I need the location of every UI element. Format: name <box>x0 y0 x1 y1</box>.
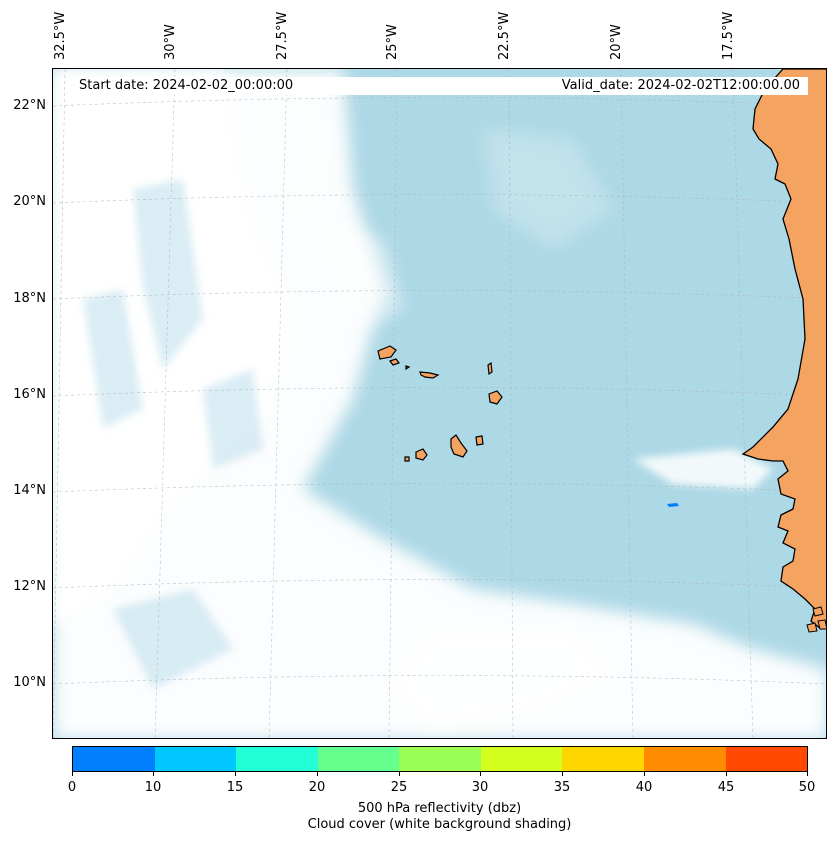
reflectivity-colorbar <box>72 746 808 772</box>
colorbar-tick <box>644 772 645 776</box>
colorbar-segment-20-25 <box>317 747 400 771</box>
colorbar-tick-label-10: 10 <box>144 780 162 795</box>
lat-label-12n: 12°N <box>13 579 46 594</box>
lat-label-18n: 18°N <box>13 291 46 306</box>
colorbar-segment-10-15 <box>154 747 237 771</box>
colorbar-segment-45-50 <box>725 747 808 771</box>
lon-label-25w: 25°W <box>385 24 400 60</box>
lat-label-14n: 14°N <box>13 483 46 498</box>
colorbar-segment-15-20 <box>236 747 318 771</box>
colorbar-segment-35-40 <box>562 747 644 771</box>
colorbar-tick <box>72 772 73 776</box>
island-boa-vista <box>488 390 503 405</box>
island-sao-vicente <box>389 358 400 366</box>
colorbar-tick <box>807 772 808 776</box>
map-canvas <box>53 69 826 738</box>
gridlines <box>53 69 826 738</box>
lon-label-20w: 20°W <box>609 24 624 60</box>
colorbar-tick-label-40: 40 <box>635 780 653 795</box>
start-date-label: Start date: 2024-02-02_00:00:00 <box>79 78 294 93</box>
island-sao-nicolau <box>419 371 440 379</box>
colorbar-tick-label-25: 25 <box>390 780 408 795</box>
lat-label-10n: 10°N <box>13 675 46 690</box>
colorbar-tick <box>235 772 236 776</box>
date-header-bar: Start date: 2024-02-02_00:00:00 Valid_da… <box>72 77 808 95</box>
lon-label-32-5w: 32.5°W <box>53 11 68 60</box>
colorbar-title: 500 hPa reflectivity (dbz) <box>357 801 522 816</box>
colorbar-tick-label-0: 0 <box>67 780 77 795</box>
colorbar-tick <box>153 772 154 776</box>
colorbar-tick <box>399 772 400 776</box>
land-mass-africa <box>741 69 826 630</box>
lon-label-17-5w: 17.5°W <box>721 11 736 60</box>
cloud-texture <box>83 179 263 689</box>
bissagos-islands <box>806 606 826 633</box>
colorbar-subtitle: Cloud cover (white background shading) <box>307 817 572 832</box>
lon-label-22-5w: 22.5°W <box>497 11 512 60</box>
colorbar-tick <box>317 772 318 776</box>
colorbar-segment-40-45 <box>643 747 726 771</box>
island-fogo <box>415 448 428 461</box>
colorbar-segment-0-10 <box>73 747 155 771</box>
island-santiago <box>450 434 468 458</box>
colorbar-tick-label-35: 35 <box>553 780 571 795</box>
lat-label-16n: 16°N <box>13 387 46 402</box>
colorbar-tick <box>480 772 481 776</box>
colorbar-tick <box>726 772 727 776</box>
colorbar-tick-label-45: 45 <box>717 780 735 795</box>
valid-date-label: Valid_date: 2024-02-02T12:00:00.00 <box>561 78 800 93</box>
colorbar-tick <box>562 772 563 776</box>
cape-verde-islands <box>377 345 503 462</box>
colorbar-tick-label-20: 20 <box>308 780 326 795</box>
island-sal <box>487 361 493 376</box>
map-panel[interactable] <box>52 68 827 739</box>
lat-label-20n: 20°N <box>13 194 46 209</box>
island-brava <box>404 456 410 462</box>
island-santa-luzia <box>405 365 411 371</box>
colorbar-tick-label-30: 30 <box>471 780 489 795</box>
island-santo-antao <box>377 345 397 360</box>
lat-label-22n: 22°N <box>13 98 46 113</box>
lon-label-30w: 30°W <box>163 24 178 60</box>
colorbar-tick-label-15: 15 <box>226 780 244 795</box>
colorbar-tick-label-50: 50 <box>798 780 816 795</box>
lon-label-27-5w: 27.5°W <box>275 11 290 60</box>
reflectivity-echo <box>667 503 679 507</box>
colorbar-segment-25-30 <box>399 747 481 771</box>
island-maio <box>475 435 484 446</box>
colorbar-segment-30-35 <box>480 747 563 771</box>
